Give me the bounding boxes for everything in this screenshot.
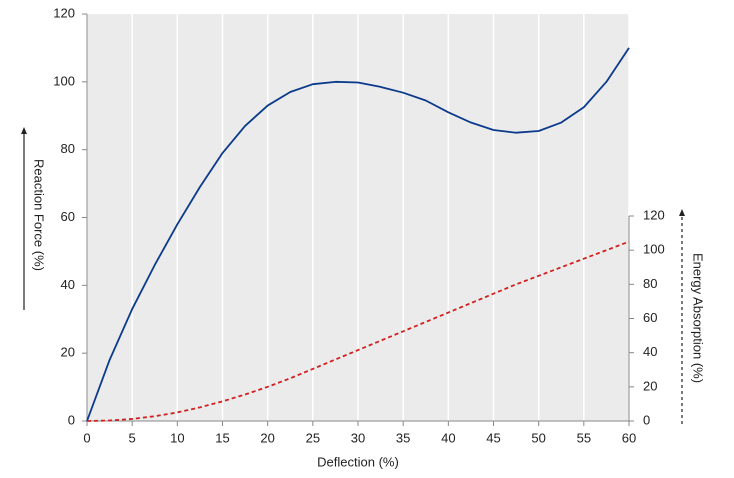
y2-tick-label: 100: [643, 242, 665, 257]
y-tick-label: 100: [53, 73, 75, 88]
plot: 0 5 10 15 20 25 30 35 40 45 50 55 60 0 20 40 60 80 100 120 0…: [53, 5, 664, 445]
y2-tick-label: 60: [643, 310, 657, 325]
y-tick-label: 80: [61, 141, 75, 156]
x-tick-label: 10: [170, 430, 184, 445]
x-tick-label: 55: [577, 430, 591, 445]
x-tick-label: 0: [83, 430, 90, 445]
y2-tick-label: 0: [643, 412, 650, 427]
x-tick-label: 15: [215, 430, 229, 445]
y2-tick-label: 20: [643, 378, 657, 393]
x-tick-label: 50: [531, 430, 545, 445]
arrow-head: [21, 127, 27, 134]
x-tick-label: 35: [396, 430, 410, 445]
y2-tick-label: 120: [643, 207, 665, 222]
y2-tick-label: 80: [643, 276, 657, 291]
y-tick-label: 40: [61, 277, 75, 292]
y-tick-label: 120: [53, 5, 75, 20]
y2-axis-label: Energy Absorption (%): [691, 253, 706, 383]
x-tick-label: 5: [129, 430, 136, 445]
y-tick-label: 60: [61, 209, 75, 224]
arrow-head: [679, 209, 685, 216]
y-tick-label: 0: [68, 412, 75, 427]
x-tick-label: 25: [306, 430, 320, 445]
y2-tick-label: 40: [643, 344, 657, 359]
series-line: [86, 47, 630, 422]
x-tick-label: 45: [486, 430, 500, 445]
series-line: [86, 240, 630, 422]
x-tick-label: 20: [260, 430, 274, 445]
y-axis-label: Reaction Force (%): [32, 159, 47, 271]
x-tick-label: 40: [441, 430, 455, 445]
x-tick-label: 60: [622, 430, 636, 445]
y-tick-label: 20: [61, 345, 75, 360]
x-axis-label: Deflection (%): [317, 454, 399, 469]
x-tick-label: 30: [351, 430, 365, 445]
